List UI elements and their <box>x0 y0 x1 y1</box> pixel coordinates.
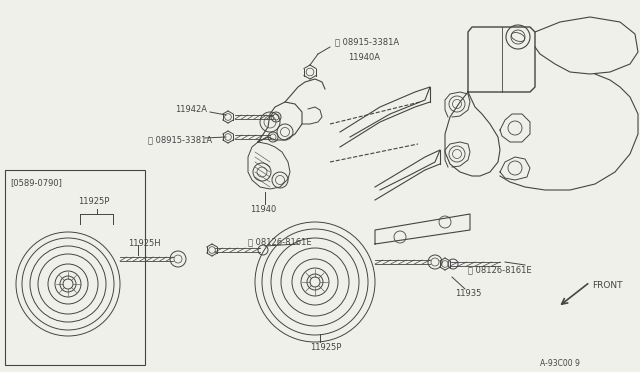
Text: 11940: 11940 <box>250 205 276 214</box>
Text: FRONT: FRONT <box>592 282 623 291</box>
Text: Ⓑ 08126-8161E: Ⓑ 08126-8161E <box>248 237 312 247</box>
Text: A-93C00 9: A-93C00 9 <box>540 359 580 369</box>
Text: 11942A: 11942A <box>175 106 207 115</box>
Text: 11935: 11935 <box>455 289 481 298</box>
Text: 11940A: 11940A <box>348 52 380 61</box>
Text: 11925P: 11925P <box>310 343 341 352</box>
Text: [0589-0790]: [0589-0790] <box>10 178 62 187</box>
Text: 11925H: 11925H <box>128 238 161 247</box>
Text: Ⓦ 08915-3381A: Ⓦ 08915-3381A <box>335 38 399 46</box>
Text: Ⓦ 08915-3381A: Ⓦ 08915-3381A <box>148 135 212 144</box>
Bar <box>5 170 145 365</box>
Text: 11925P: 11925P <box>78 198 109 206</box>
Text: Ⓑ 08126-8161E: Ⓑ 08126-8161E <box>468 266 532 275</box>
